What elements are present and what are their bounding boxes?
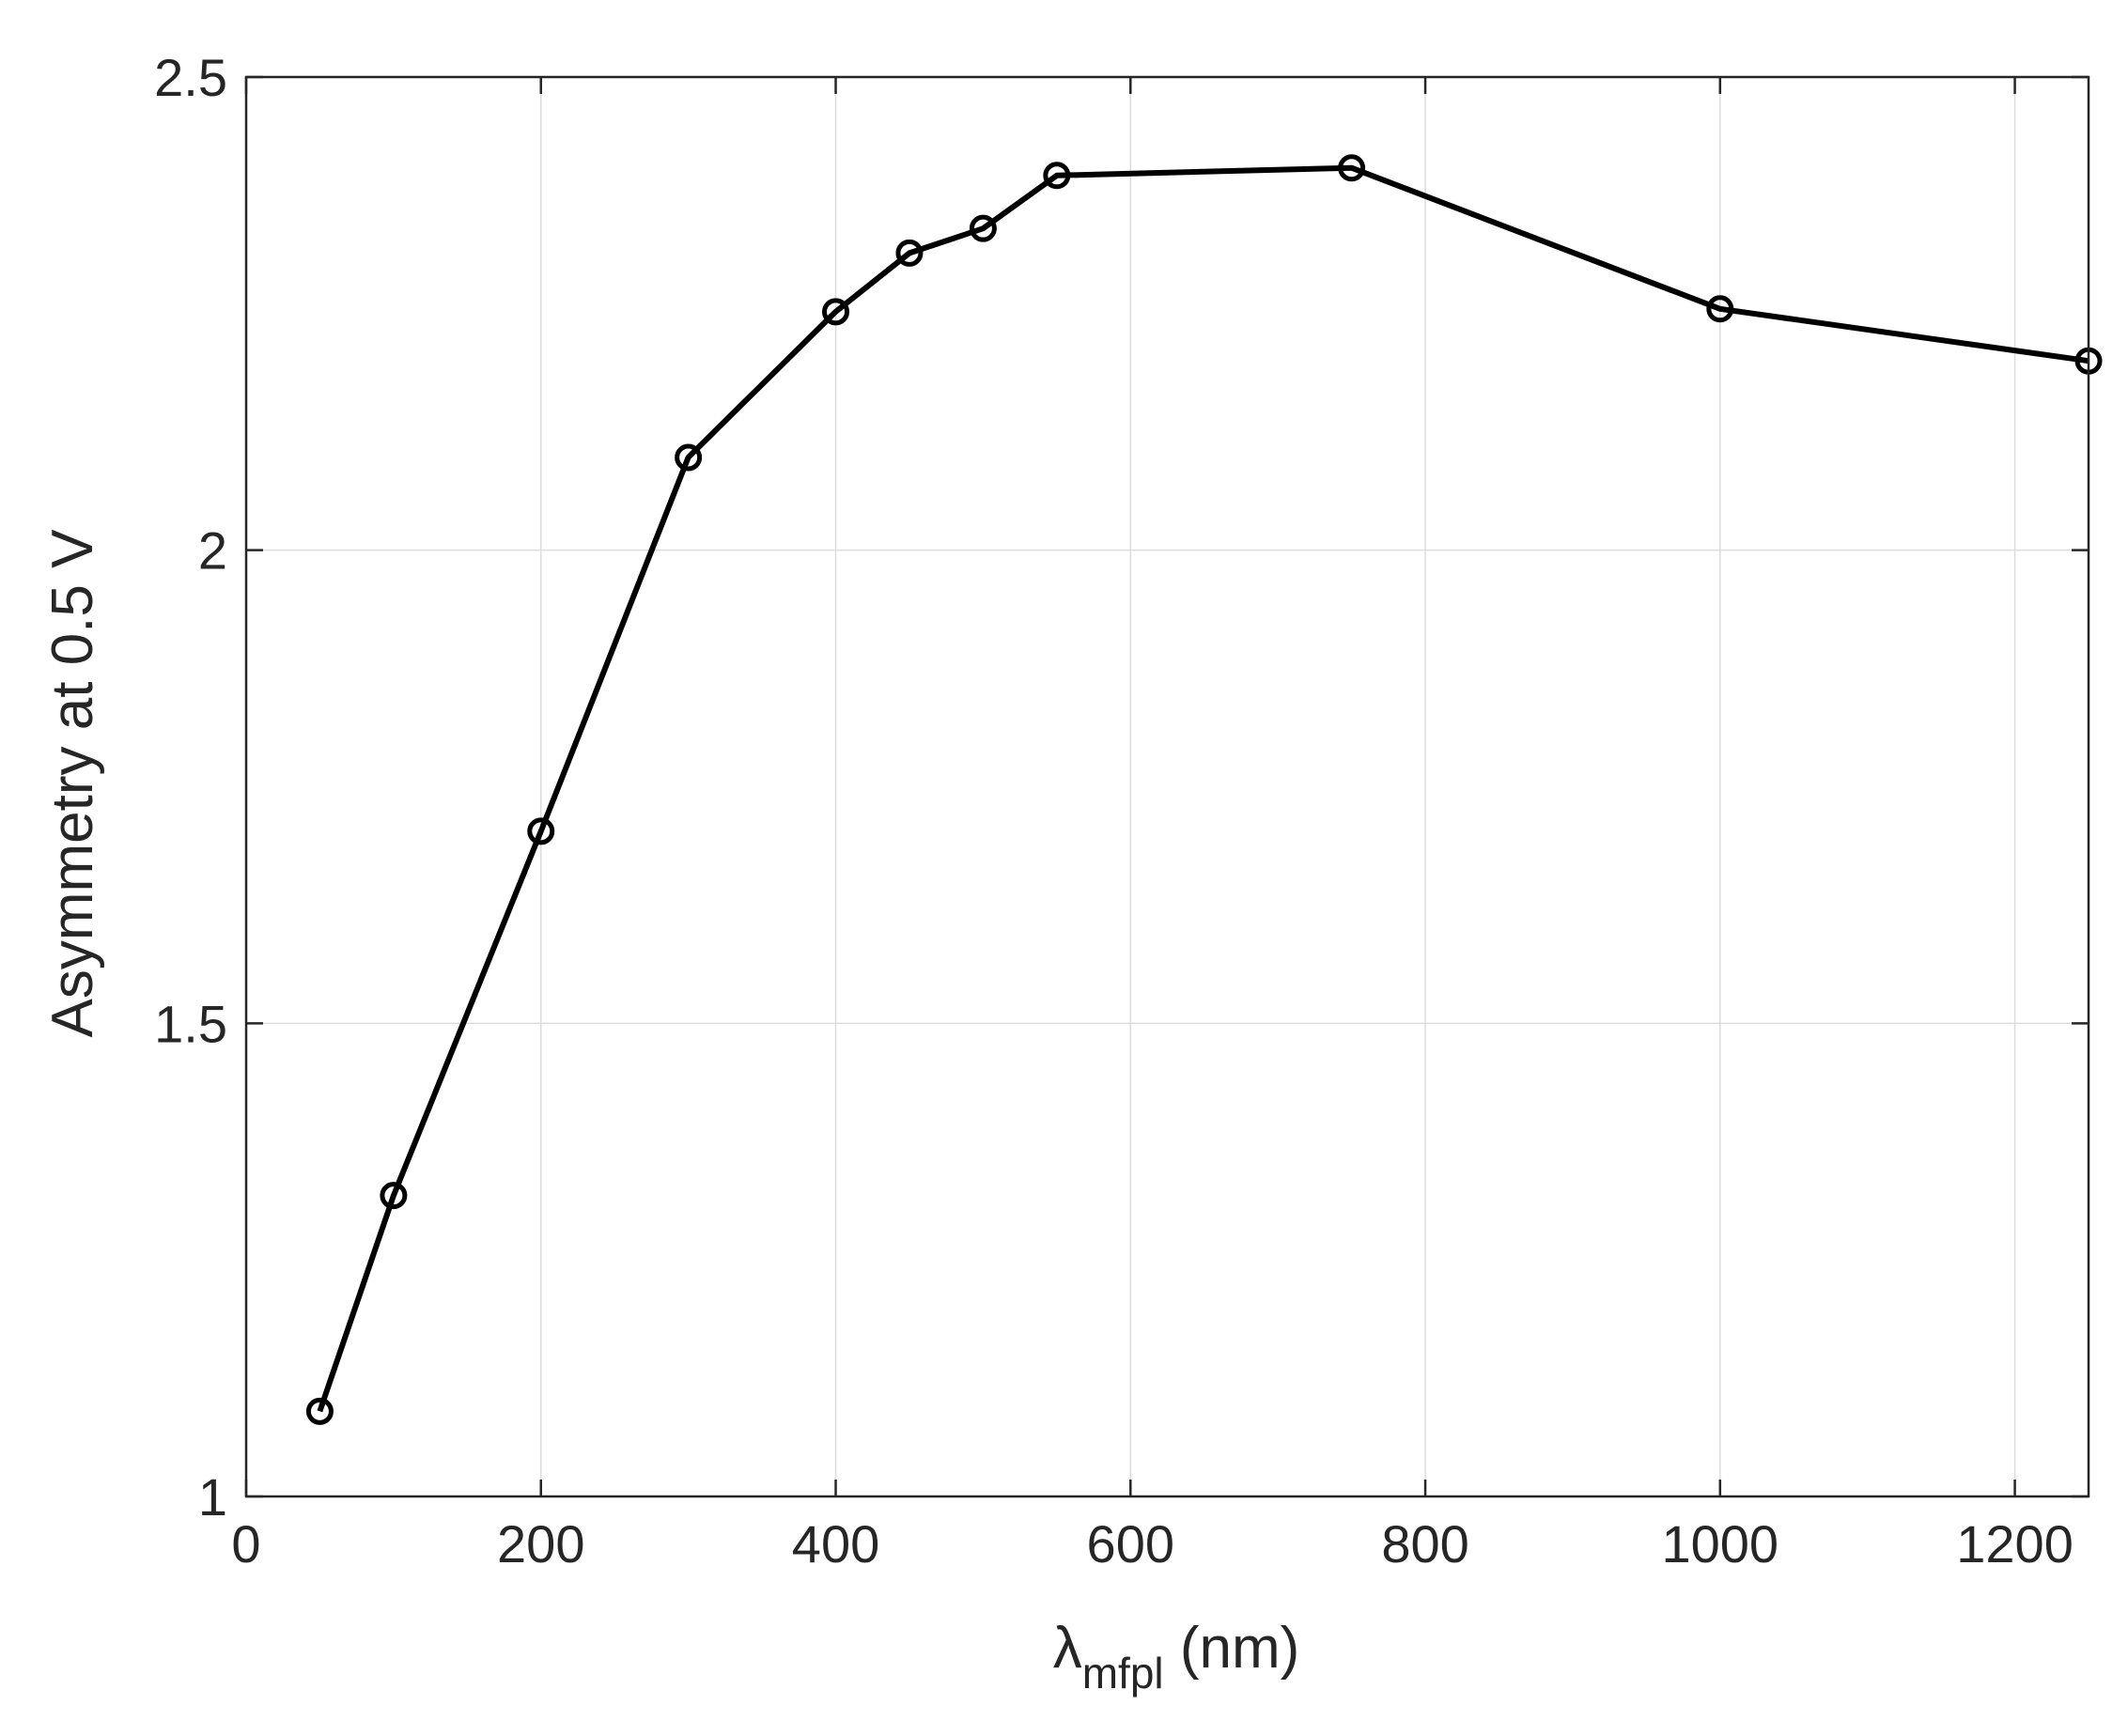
y-tick-label: 1 [198,1467,227,1527]
data-point [895,239,924,267]
x-tick-label: 400 [792,1514,879,1573]
x-axis-title: λmfpl (nm) [1053,1616,1300,1697]
data-point [305,1397,334,1425]
series [305,154,2103,1425]
x-axis-title-subscript: mfpl [1082,1649,1164,1697]
data-point [1338,154,1366,182]
x-axis-title-unit: (nm) [1164,1616,1300,1681]
data-point [969,214,997,242]
y-tick-label: 2.5 [154,48,227,107]
series-line [317,164,2089,1413]
x-axis-title-symbol: λ [1053,1616,1082,1681]
x-tick-label: 600 [1087,1514,1174,1573]
data-point [822,298,850,326]
x-tick-label: 1000 [1662,1514,1779,1573]
y-axis-title: Asymmetry at 0.5 V [40,529,105,1038]
ticks [244,75,2089,1498]
data-point [675,443,703,472]
tick-labels: 0 200 400 600 800 1000 1200 1 1.5 2 2.5 [154,48,2074,1573]
x-tick-label: 1200 [1956,1514,2074,1573]
y-tick-label: 1.5 [154,994,227,1053]
plot-frame [244,75,2090,1498]
data-point [380,1182,408,1210]
data-point [1043,162,1071,190]
x-tick-label: 200 [497,1514,584,1573]
y-tick-label: 2 [198,521,227,581]
x-tick-label: 800 [1381,1514,1468,1573]
x-tick-label: 0 [231,1514,260,1573]
grid [245,76,2089,1497]
data-point [1706,295,1734,323]
data-point [527,817,555,845]
